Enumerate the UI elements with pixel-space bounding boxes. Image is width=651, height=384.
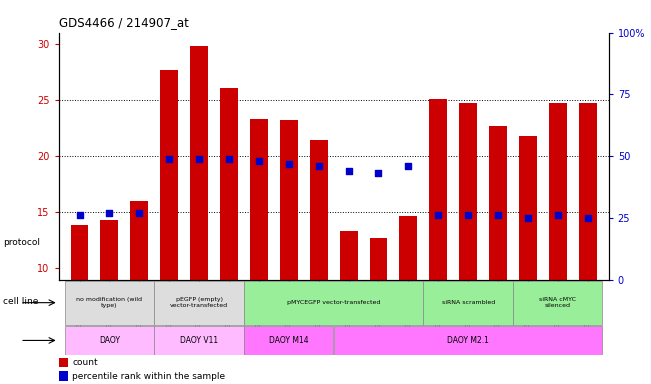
Bar (244, 281, 423, 325)
Point (74, 212, 85, 218)
Bar (579, 103, 597, 280)
Bar (130, 201, 148, 280)
Point (583, 215, 593, 221)
Bar (64, 326, 154, 355)
Text: percentile rank within the sample: percentile rank within the sample (72, 372, 225, 381)
Bar (59, 358, 68, 367)
Point (254, 158, 264, 164)
Bar (160, 70, 178, 280)
Text: protocol: protocol (3, 238, 40, 247)
Bar (154, 281, 243, 325)
Point (493, 212, 503, 218)
Bar (190, 46, 208, 280)
Bar (423, 281, 513, 325)
Point (433, 212, 443, 218)
Bar (59, 371, 68, 381)
Point (373, 170, 383, 177)
Point (523, 215, 533, 221)
Point (224, 156, 234, 162)
Text: siRNA scrambled: siRNA scrambled (441, 300, 495, 305)
Bar (100, 220, 118, 280)
Bar (370, 238, 387, 280)
Bar (244, 326, 333, 355)
Bar (280, 120, 298, 280)
Text: pEGFP (empty)
vector-transfected: pEGFP (empty) vector-transfected (170, 297, 228, 308)
Point (284, 161, 294, 167)
Bar (64, 281, 154, 325)
Bar (250, 119, 268, 280)
Text: no modification (wild
type): no modification (wild type) (76, 297, 143, 308)
Text: siRNA cMYC
silenced: siRNA cMYC silenced (540, 297, 576, 308)
Bar (154, 326, 243, 355)
Text: DAOY M14: DAOY M14 (269, 336, 309, 345)
Bar (70, 225, 89, 280)
Text: DAOY M2.1: DAOY M2.1 (447, 336, 489, 345)
Point (314, 163, 324, 169)
Text: GDS4466 / 214907_at: GDS4466 / 214907_at (59, 16, 189, 29)
Bar (513, 281, 602, 325)
Text: DAOY: DAOY (99, 336, 120, 345)
Bar (220, 88, 238, 280)
Bar (549, 103, 567, 280)
Bar (340, 232, 357, 280)
Point (194, 156, 204, 162)
Point (164, 156, 174, 162)
Point (553, 212, 563, 218)
Bar (334, 326, 602, 355)
Point (134, 210, 145, 216)
Text: DAOY V11: DAOY V11 (180, 336, 218, 345)
Point (463, 212, 473, 218)
Text: pMYCEGFP vector-transfected: pMYCEGFP vector-transfected (287, 300, 380, 305)
Point (343, 168, 353, 174)
Point (104, 210, 115, 216)
Bar (489, 126, 507, 280)
Text: cell line: cell line (3, 297, 38, 306)
Bar (429, 99, 447, 280)
Bar (400, 216, 417, 280)
Bar (310, 141, 327, 280)
Bar (459, 103, 477, 280)
Point (403, 163, 413, 169)
Bar (519, 136, 537, 280)
Text: count: count (72, 358, 98, 367)
